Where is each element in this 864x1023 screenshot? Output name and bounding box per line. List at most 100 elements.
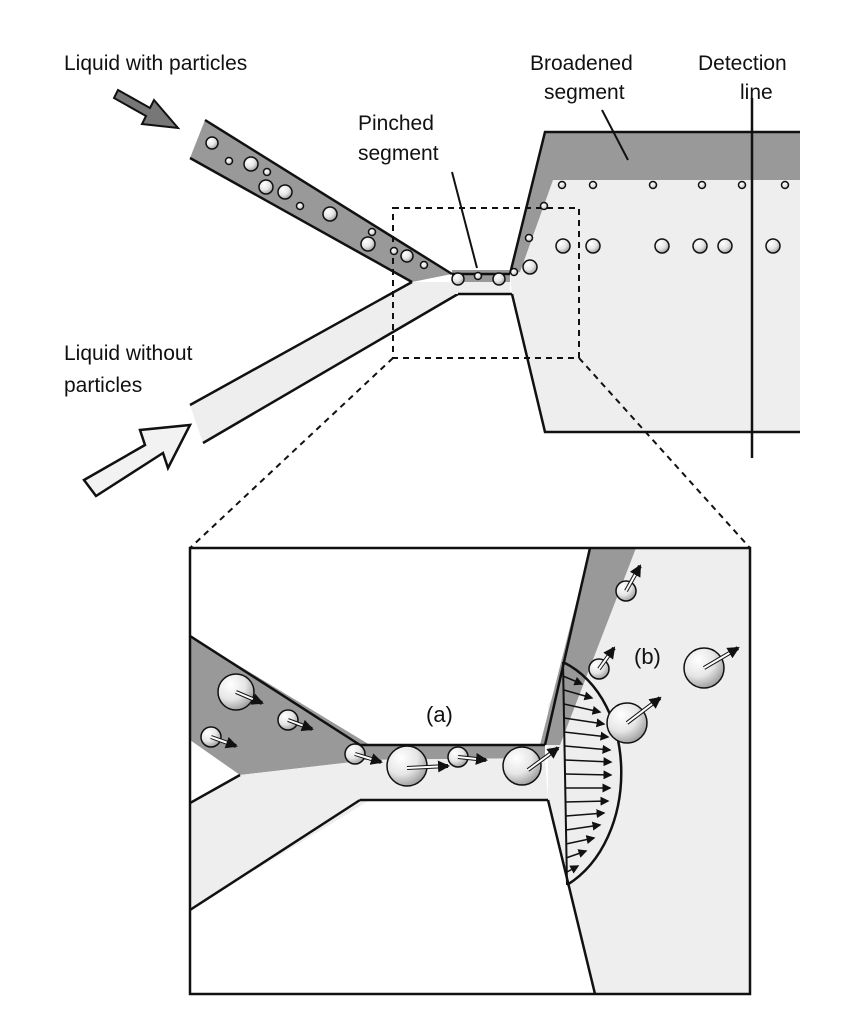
inset-wall-inlet-bottom <box>190 798 361 912</box>
particle-with-arrow <box>606 696 662 744</box>
particle-with-arrow <box>447 746 488 768</box>
particle-with-arrow <box>386 745 450 787</box>
particle <box>295 201 305 211</box>
motion-arrow <box>210 736 238 749</box>
particle-inlet-wall-top <box>204 118 453 276</box>
label-liquid-with-particles: Liquid with particles <box>64 52 247 75</box>
particle <box>277 184 293 200</box>
label-detection-line1: Detection <box>698 52 787 75</box>
particle <box>389 246 399 256</box>
label-broadened-line2: segment <box>544 81 625 104</box>
particle <box>224 156 234 166</box>
particle <box>524 233 534 243</box>
particle <box>492 272 506 286</box>
pinched-segment-fill-clear <box>452 282 510 294</box>
velocity-profile-arrows <box>562 675 613 874</box>
velocity-arrow <box>563 689 594 701</box>
particle-with-arrow <box>588 646 616 680</box>
particle <box>780 180 790 190</box>
label-region-a: (a) <box>426 702 453 727</box>
particle <box>585 238 601 254</box>
velocity-arrow <box>566 865 580 874</box>
particle <box>539 201 549 211</box>
motion-arrow <box>598 646 616 670</box>
velocity-profile-curve <box>562 660 623 887</box>
zoom-guide-left <box>189 357 394 549</box>
label-pinched-line1: Pinched <box>358 112 434 135</box>
broadened-particle-region <box>510 132 800 274</box>
inset-wall-broadened-top <box>543 548 592 746</box>
particle <box>419 260 429 270</box>
particle-with-arrow <box>502 746 560 786</box>
broadened-wall-bottom <box>510 293 800 434</box>
particle <box>654 238 670 254</box>
velocity-arrow <box>564 757 613 767</box>
label-region-b: (b) <box>634 644 661 669</box>
motion-arrow <box>287 719 314 732</box>
label-liquid-without-line1: Liquid without <box>64 342 193 365</box>
particle <box>367 227 377 237</box>
velocity-arrow <box>564 770 613 780</box>
overview-labels: Liquid with particles Broadened segment … <box>64 52 787 397</box>
velocity-arrow <box>562 675 584 686</box>
clear-inlet-channel <box>190 282 458 443</box>
zoom-guide-right <box>578 357 751 549</box>
inset-particles <box>200 564 740 787</box>
particle <box>557 180 567 190</box>
particle <box>451 272 465 286</box>
inlet-particles <box>205 136 429 270</box>
velocity-profile-base <box>562 661 568 886</box>
inset-frame <box>188 546 752 996</box>
particle <box>502 746 542 786</box>
velocity-arrow <box>563 717 606 728</box>
particle <box>697 180 707 190</box>
motion-arrow <box>354 753 383 765</box>
particle <box>555 238 571 254</box>
particle <box>360 236 376 252</box>
inset-wall-broadened-bottom <box>546 799 597 994</box>
particle <box>717 238 733 254</box>
particle <box>509 267 519 277</box>
particle-with-arrow <box>344 743 383 765</box>
label-pinched-line2: segment <box>358 142 439 165</box>
particle <box>262 167 272 177</box>
inlet-arrows <box>82 88 193 498</box>
motion-arrow <box>626 696 662 724</box>
motion-arrow <box>406 760 450 773</box>
particle-with-arrow <box>683 646 740 689</box>
velocity-arrow <box>565 849 588 859</box>
particle-with-arrow <box>200 726 238 749</box>
particle-with-arrow <box>277 709 314 732</box>
velocity-arrow <box>565 809 606 819</box>
particle <box>400 249 414 263</box>
broadened-wall-top <box>508 130 800 275</box>
particle <box>765 238 781 254</box>
particle <box>258 179 274 195</box>
inset-clear-inlet <box>190 760 370 910</box>
motion-arrow <box>235 691 264 705</box>
particle <box>522 259 538 275</box>
inset-wall-upper-inlet <box>190 634 361 747</box>
velocity-arrow <box>564 744 612 754</box>
velocity-arrow <box>565 835 596 845</box>
motion-arrow <box>625 564 641 592</box>
pinched-pointer <box>451 171 478 269</box>
particle-with-arrow <box>615 564 642 602</box>
broadened-clear-region <box>510 180 800 432</box>
overview-channel <box>189 98 800 549</box>
broadened-pointer <box>601 109 629 161</box>
clear-inlet-wall-top <box>189 280 413 407</box>
zoom-inset: (a) (b) <box>188 546 752 996</box>
particle <box>205 136 219 150</box>
clear-inlet-wall-bottom <box>202 292 459 445</box>
velocity-arrow <box>564 796 610 806</box>
label-detection-line2: line <box>740 81 773 104</box>
velocity-arrow <box>565 821 602 831</box>
zoom-box <box>392 207 580 359</box>
clear-inflow-arrow <box>82 423 193 498</box>
particle <box>243 156 259 172</box>
label-liquid-without-line2: particles <box>64 374 142 397</box>
particle-inflow-arrow <box>112 88 181 130</box>
